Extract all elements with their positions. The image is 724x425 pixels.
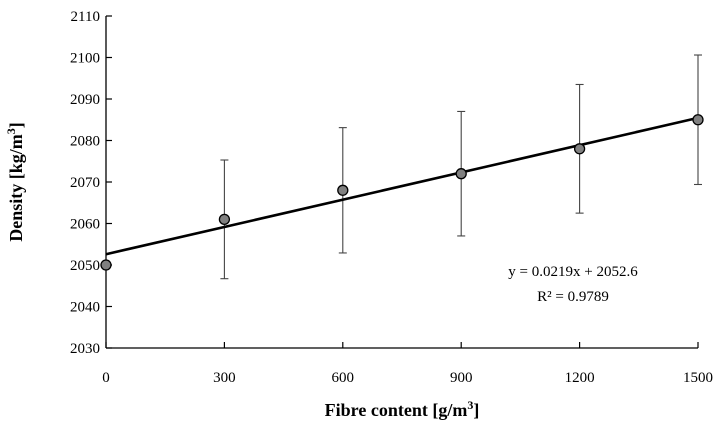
trendline [105,116,699,256]
y-tick-label: 2040 [70,300,100,316]
data-point [218,213,231,226]
x-axis-title: Fibre content [g/m3] [325,398,480,420]
x-axis-title-text: Fibre content [g/m [325,400,468,420]
x-tick-labels: 0 300 600 900 1200 1500 [102,370,713,386]
y-tick-label: 2110 [71,9,100,25]
y-tick-label: 2100 [70,51,100,67]
data-points [100,114,704,271]
x-tick-label: 1200 [565,370,595,386]
y-tick-label: 2060 [70,217,100,233]
y-tick-labels: 2030 2040 2050 2060 2070 2080 2090 2100 2110 [70,9,100,357]
y-axis-title-text: Density [kg/m [6,134,26,242]
x-axis-title-end: ] [473,400,479,420]
x-tick-label: 1500 [683,370,713,386]
data-point [692,114,704,126]
y-axis-title: Density [kg/m3] [4,122,26,242]
y-tick-label: 2080 [70,134,100,150]
y-tick-label: 2090 [70,92,100,108]
x-tick-label: 300 [213,370,236,386]
data-point [100,259,112,271]
data-point [455,168,467,180]
error-bars [220,54,702,280]
axes [105,15,699,349]
x-axis-title-sup: 3 [467,398,473,412]
x-tick-label: 0 [102,370,110,386]
y-axis-title-sup: 3 [4,128,18,134]
y-tick-label: 2070 [70,175,100,191]
x-tick-label: 900 [450,370,473,386]
trendline-r-squared: R² = 0.9789 [537,289,609,305]
x-tick-label: 600 [332,370,355,386]
trendline-group [105,116,699,256]
y-tick-label: 2050 [70,258,100,274]
data-point [573,143,586,155]
y-tick-label: 2030 [70,341,100,357]
y-axis-title-end: ] [6,122,26,128]
trendline-equation: y = 0.0219x + 2052.6 [508,264,638,280]
data-point [337,184,349,196]
